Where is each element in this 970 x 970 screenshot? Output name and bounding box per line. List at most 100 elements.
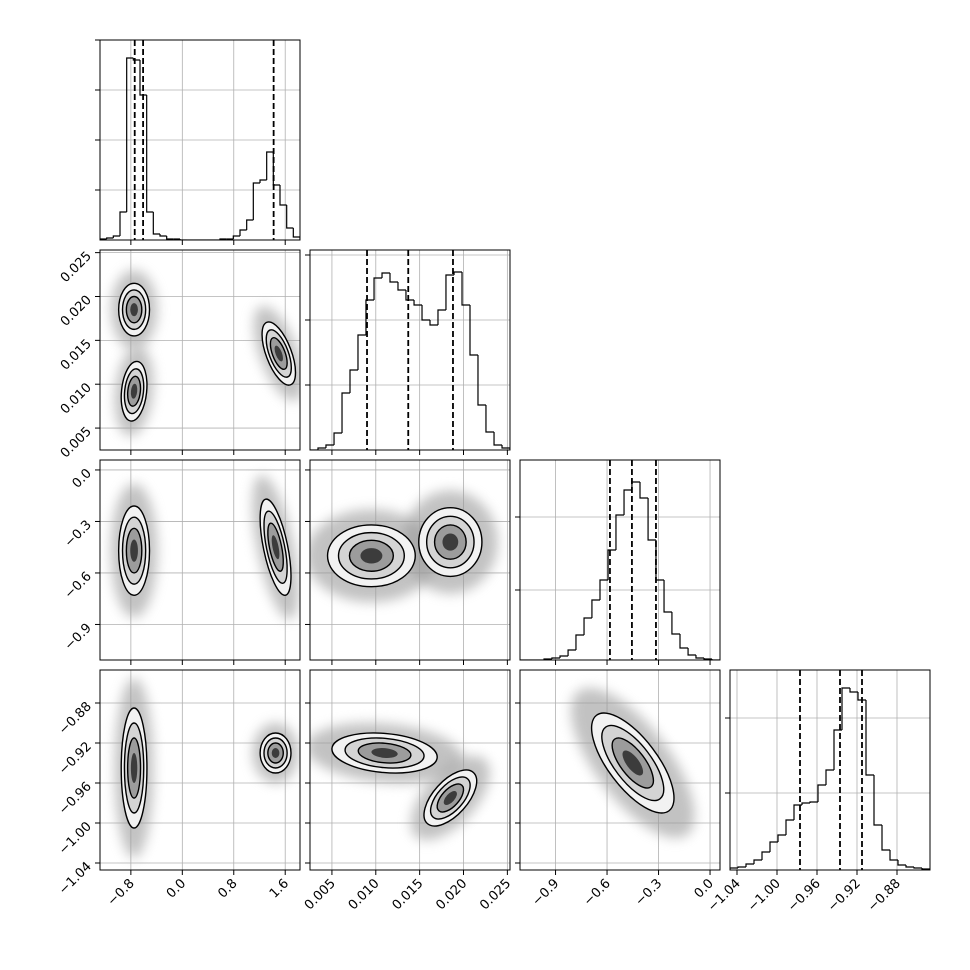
panel-content: [100, 250, 300, 450]
y-tick-label: −0.92: [56, 739, 95, 778]
histogram-bin: [849, 688, 858, 693]
x-tick-label: −1.00: [745, 876, 784, 915]
histogram-bin: [745, 863, 754, 867]
histogram-bin: [777, 834, 786, 842]
panel-frame: [519, 669, 721, 871]
histogram-bin: [679, 634, 689, 649]
histogram-bin: [785, 819, 794, 835]
density-contour: [271, 535, 280, 560]
histogram-bin: [485, 405, 495, 433]
histogram-bin: [477, 355, 486, 406]
density-contour: [371, 748, 398, 759]
histogram-bin: [801, 802, 810, 805]
x-tick-label: −0.96: [785, 876, 824, 915]
y-tick-label: 0.020: [58, 293, 95, 330]
histogram-bin: [405, 290, 415, 301]
histogram-bin: [737, 866, 746, 868]
histogram-bin: [615, 514, 625, 550]
panel-frame: [729, 669, 931, 871]
histogram-bin: [567, 649, 576, 656]
histogram-bin: [501, 445, 510, 450]
y-tick-label: −0.6: [62, 569, 95, 602]
y-tick-label: 0.0: [70, 466, 95, 491]
histogram-bin: [112, 235, 120, 238]
histogram-bin: [817, 784, 826, 802]
histogram-bin: [469, 305, 478, 356]
histogram-bin: [913, 867, 922, 869]
histogram-bin: [429, 320, 438, 326]
panel-content: [730, 670, 930, 870]
histogram-bin: [881, 825, 890, 851]
histogram-bin: [711, 659, 720, 660]
histogram-bin: [397, 282, 406, 291]
histogram-bin: [146, 95, 154, 213]
histogram-bin: [769, 841, 778, 852]
x-tick-label: 0.015: [390, 876, 427, 913]
panel-content: [100, 40, 300, 240]
panel-content: [520, 670, 720, 870]
histogram-bin: [421, 305, 430, 321]
density-contour: [443, 791, 457, 806]
histogram-bin: [279, 185, 287, 206]
x-tick-label: −0.8: [105, 876, 138, 909]
panel: −0.8 0.0 0.8 1.6 −1.04−1.00−0.96−0.92−0.88: [56, 669, 301, 909]
histogram-bin: [730, 867, 738, 870]
histogram-bin: [551, 657, 560, 659]
histogram-bin: [325, 444, 335, 448]
histogram-bin: [703, 658, 712, 660]
density-contour: [274, 345, 283, 362]
y-tick-label: −0.96: [56, 779, 95, 818]
y-tick-label: −0.88: [56, 699, 95, 738]
histogram-bin: [341, 392, 350, 433]
histogram-bin: [349, 369, 358, 393]
histogram-bin: [663, 580, 672, 613]
density-contour: [271, 748, 280, 758]
histogram-bin: [865, 700, 874, 776]
histogram-bin: [126, 57, 134, 212]
x-tick-label: −0.6: [581, 876, 614, 909]
panel-frame: [99, 249, 301, 451]
histogram-bin: [493, 432, 503, 446]
y-tick-label: 0.025: [58, 249, 95, 286]
panel-content: [310, 460, 510, 660]
panel-frame: [519, 459, 721, 661]
panel: [305, 459, 511, 665]
x-tick-label: 0.005: [302, 876, 339, 913]
density-contour: [130, 753, 138, 783]
panel-content: [100, 460, 300, 660]
histogram-bin: [671, 612, 680, 635]
panel-frame: [99, 39, 301, 241]
y-tick-label: −1.00: [56, 819, 95, 858]
y-tick-label: −0.3: [62, 518, 95, 551]
y-tick-label: −1.04: [56, 859, 95, 898]
histogram-bin: [159, 234, 167, 237]
histogram-bin: [166, 236, 174, 240]
histogram-bin: [317, 447, 326, 450]
histogram-bin: [687, 648, 696, 656]
panel-frame: [309, 459, 511, 661]
histogram-bin: [437, 309, 446, 325]
panel-content: [310, 250, 510, 450]
histogram-bin: [825, 769, 834, 785]
density-contour: [360, 548, 383, 564]
histogram-bin: [365, 299, 375, 335]
histogram-bin: [119, 211, 127, 236]
x-tick-label: 0.025: [477, 876, 514, 913]
histogram-bin: [445, 274, 455, 310]
histogram-bin: [695, 655, 705, 659]
histogram-bin: [461, 272, 470, 306]
x-tick-label: −0.88: [865, 876, 904, 915]
histogram-bin: [100, 238, 107, 240]
histogram-bin: [583, 617, 592, 635]
histogram-bin: [761, 851, 770, 860]
histogram-bin: [106, 237, 114, 239]
panel-frame: [99, 459, 301, 661]
histogram-bin: [357, 334, 366, 370]
histogram-bin: [333, 432, 343, 445]
histogram-bin: [841, 687, 850, 730]
histogram-bin: [857, 692, 866, 701]
